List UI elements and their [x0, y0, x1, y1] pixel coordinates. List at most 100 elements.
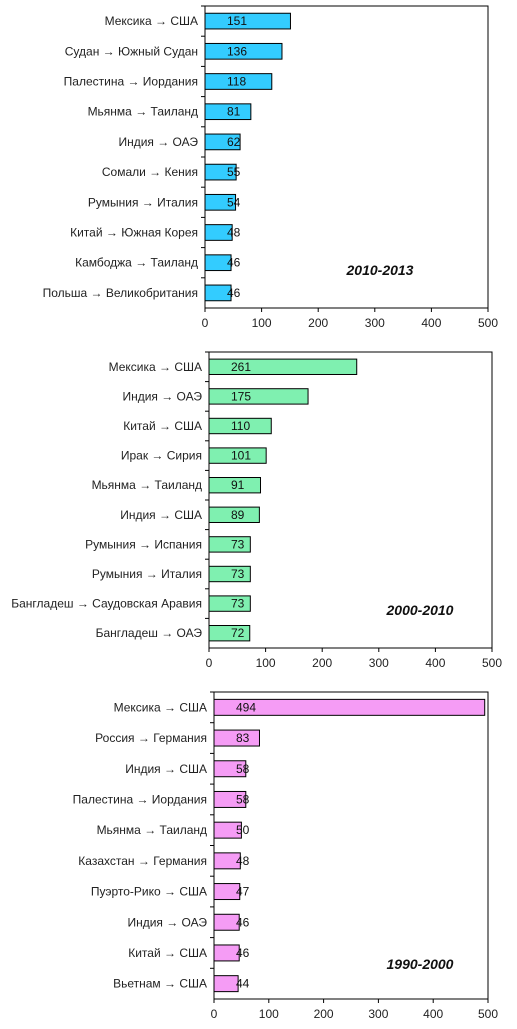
category-label: Румыния → Италия	[92, 567, 202, 581]
bar	[204, 42, 283, 60]
category-label: Китай → США	[123, 419, 202, 433]
value-label: 118	[227, 75, 246, 89]
category-label: Мьянма → Таиланд	[97, 823, 207, 837]
category-label: Индия → США	[120, 508, 202, 522]
bar	[213, 975, 239, 993]
category-label: Мьянма → Таиланд	[88, 105, 198, 119]
value-label: 175	[231, 389, 251, 403]
category-label: Мексика → США	[109, 360, 202, 374]
x-tick-label: 400	[423, 1007, 443, 1021]
value-label: 55	[227, 165, 241, 179]
value-label: 151	[227, 14, 247, 28]
category-label: Мексика → США	[114, 700, 207, 714]
chart-2000-2010: 0 100 200 300 400 500 Мексика → США 261 Индия → …	[11, 351, 502, 670]
value-label: 62	[227, 135, 241, 149]
bar	[204, 284, 232, 302]
value-label: 81	[227, 105, 241, 119]
value-label: 58	[236, 792, 250, 806]
category-label: Индия → ОАЭ	[127, 915, 207, 929]
value-label: 91	[231, 478, 245, 492]
bar	[213, 883, 241, 901]
x-tick-label: 300	[368, 1007, 388, 1021]
x-tick-label: 100	[252, 316, 272, 330]
category-label: Казахстан → Германия	[78, 854, 207, 868]
category-label: Индия → США	[125, 762, 207, 776]
category-label: Румыния → Испания	[85, 537, 202, 551]
value-label: 83	[236, 731, 250, 745]
value-label: 47	[236, 885, 250, 899]
category-label: Мексика → США	[105, 14, 198, 28]
value-label: 494	[236, 700, 256, 714]
bar	[213, 913, 240, 931]
category-label: Мьянма → Таиланд	[92, 478, 202, 492]
value-label: 261	[231, 360, 251, 374]
value-label: 46	[236, 915, 250, 929]
value-label: 46	[227, 256, 241, 270]
value-label: 50	[236, 823, 250, 837]
bar	[208, 595, 251, 612]
bar	[208, 388, 309, 405]
value-label: 101	[231, 449, 251, 463]
value-label: 73	[231, 537, 245, 551]
value-label: 72	[231, 626, 245, 640]
x-tick-label: 100	[259, 1007, 279, 1021]
bar	[208, 358, 358, 375]
value-label: 136	[227, 44, 247, 58]
value-label: 73	[231, 597, 245, 611]
bar	[213, 944, 240, 962]
bar	[208, 477, 262, 494]
x-tick-label: 0	[206, 656, 213, 670]
value-label: 48	[236, 854, 250, 868]
value-label: 110	[231, 419, 250, 433]
bar	[208, 625, 251, 642]
bar	[204, 73, 273, 90]
bar	[204, 12, 291, 30]
bar	[204, 163, 237, 181]
value-label: 89	[231, 508, 245, 522]
x-tick-label: 200	[312, 656, 332, 670]
category-label: Палестина → Иордания	[64, 75, 198, 89]
value-label: 58	[236, 762, 250, 776]
chart-1990-2000: 0 100 200 300 400 500 Мексика → США 494 Россия →…	[73, 691, 498, 1021]
bar	[204, 193, 237, 211]
chart-2010-2013: 0 100 200 300 400 500 Мексика → США 151 Судан → …	[43, 5, 498, 330]
bar	[208, 506, 260, 523]
chart-title: 2000-2010	[386, 602, 454, 618]
bar	[208, 447, 267, 464]
value-label: 48	[227, 226, 241, 240]
x-tick-label: 500	[478, 316, 498, 330]
category-label: Палестина → Иордания	[73, 792, 207, 806]
x-tick-label: 300	[365, 316, 385, 330]
category-label: Индия → ОАЭ	[122, 389, 202, 403]
chart-panel-2000-2010: 0 100 200 300 400 500 Мексика → США 261 Индия → …	[0, 340, 517, 680]
x-tick-label: 200	[308, 316, 328, 330]
category-label: Румыния → Италия	[88, 195, 198, 209]
bar	[213, 698, 486, 716]
bar	[208, 536, 251, 553]
category-label: Польша → Великобритания	[43, 286, 198, 300]
bar	[204, 224, 233, 241]
bar	[213, 729, 260, 747]
value-label: 46	[236, 946, 250, 960]
chart-panel-2010-2013: 0 100 200 300 400 500 Мексика → США 151 Судан → …	[0, 0, 517, 340]
category-label: Россия → Германия	[95, 731, 207, 745]
category-label: Сомали → Кения	[102, 165, 198, 179]
x-tick-label: 500	[482, 656, 502, 670]
x-tick-label: 500	[478, 1007, 498, 1021]
value-label: 73	[231, 567, 245, 581]
x-tick-label: 300	[369, 656, 389, 670]
category-label: Индия → ОАЭ	[118, 135, 198, 149]
category-label: Китай → Южная Корея	[70, 226, 198, 240]
x-tick-label: 0	[211, 1007, 218, 1021]
x-tick-label: 400	[425, 656, 445, 670]
bar	[213, 852, 241, 870]
bar	[204, 133, 241, 151]
x-tick-label: 400	[421, 316, 441, 330]
chart-panel-1990-2000: 0 100 200 300 400 500 Мексика → США 494 Россия →…	[0, 680, 517, 1024]
x-tick-label: 0	[202, 316, 209, 330]
category-label: Ирак → Сирия	[121, 449, 202, 463]
x-tick-label: 100	[256, 656, 276, 670]
category-label: Вьетнам → США	[113, 977, 207, 991]
value-label: 44	[236, 977, 250, 991]
category-label: Бангладеш → ОАЭ	[96, 626, 203, 640]
